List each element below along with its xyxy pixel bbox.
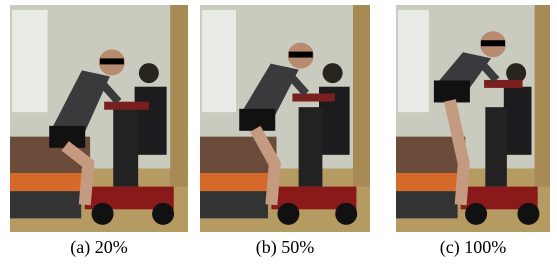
photo: [396, 5, 550, 232]
bed-base: [10, 173, 85, 191]
eye-mask: [481, 40, 505, 46]
scene: [200, 5, 370, 232]
robot-arm: [104, 102, 149, 110]
wheel: [517, 203, 539, 225]
caption: (c) 100%: [440, 237, 506, 258]
bed-legs: [200, 191, 268, 218]
door-frame: [170, 5, 188, 187]
page: (a) 20%(b) 50%(c) 100% (() => { const da…: [0, 0, 557, 264]
wheel: [335, 203, 357, 225]
window: [202, 10, 236, 112]
wheel: [152, 203, 174, 225]
scene: [10, 5, 188, 232]
door-frame: [353, 5, 370, 187]
observer-head: [323, 63, 343, 83]
figure: (a) 20% (b) 50% (c) 100%: [0, 0, 557, 264]
robot-arm: [484, 80, 523, 88]
observer-body: [135, 87, 167, 155]
bed-legs: [396, 191, 458, 218]
wheel: [465, 203, 487, 225]
scene: [396, 5, 550, 232]
robot-arm: [292, 94, 335, 102]
bed-legs: [10, 191, 81, 218]
wheel: [277, 203, 299, 225]
caption: (a) 20%: [70, 237, 127, 258]
window: [398, 10, 429, 112]
robot-column: [299, 107, 323, 186]
photo: [200, 5, 370, 232]
robot-column: [485, 107, 507, 186]
caption: (b) 50%: [256, 237, 314, 258]
wheel: [92, 203, 114, 225]
photo: [10, 5, 188, 232]
robot-column: [113, 107, 138, 186]
subject-shorts: [239, 109, 275, 131]
eye-mask: [100, 58, 124, 64]
window: [12, 10, 48, 112]
observer-head: [139, 63, 159, 83]
bed-base: [396, 173, 461, 191]
observer-body: [504, 87, 532, 155]
eye-mask: [289, 52, 313, 58]
subject-shorts: [434, 80, 470, 102]
door-frame: [535, 5, 550, 187]
bed-base: [200, 173, 271, 191]
